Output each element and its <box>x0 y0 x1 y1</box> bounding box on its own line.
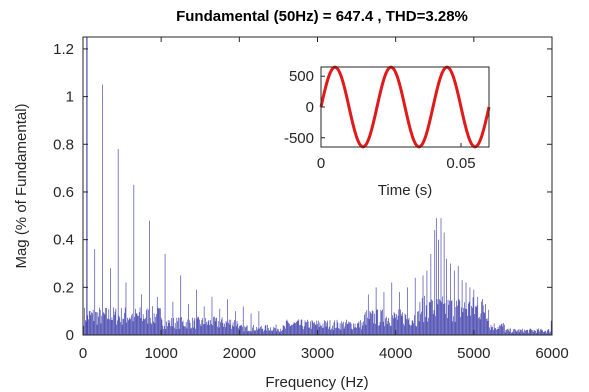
y-tick-label: 0.6 <box>53 184 74 201</box>
spectrum-bars <box>83 37 552 335</box>
inset-x-tick-label: 0 <box>317 155 325 172</box>
inset-x-axis-label: Time (s) <box>378 182 432 199</box>
y-axis-label: Mag (% of Fundamental) <box>13 103 30 268</box>
x-tick-label: 3000 <box>301 345 334 362</box>
x-tick-label: 6000 <box>535 345 568 362</box>
waveform-series <box>319 65 491 149</box>
x-tick-label: 1000 <box>144 345 177 362</box>
chart-title: Fundamental (50Hz) = 647.4 , THD=3.28% <box>176 8 468 25</box>
y-tick-label: 0.8 <box>53 136 74 153</box>
y-tick-label: 0.4 <box>53 232 74 249</box>
y-tick-label: 0 <box>66 327 74 344</box>
inset-y-tick-label: 0 <box>306 99 314 116</box>
inset-y-tick-label: 500 <box>289 68 314 85</box>
main-axis-ticks: 0 1000 2000 3000 4000 5000 600000.20.40.60.811… <box>53 37 569 362</box>
y-tick-label: 1 <box>66 89 74 106</box>
x-axis-label: Frequency (Hz) <box>265 374 368 391</box>
x-tick-label: 4000 <box>379 345 412 362</box>
y-tick-label: 1.2 <box>53 41 74 58</box>
x-tick-label: 0 <box>79 345 87 362</box>
waveform-line <box>319 65 491 149</box>
inset-y-tick-label: -500 <box>284 130 314 147</box>
x-tick-label: 2000 <box>223 345 256 362</box>
x-tick-label: 5000 <box>457 345 490 362</box>
inset-x-tick-label: 0.05 <box>446 155 475 172</box>
y-tick-label: 0.2 <box>53 279 74 296</box>
